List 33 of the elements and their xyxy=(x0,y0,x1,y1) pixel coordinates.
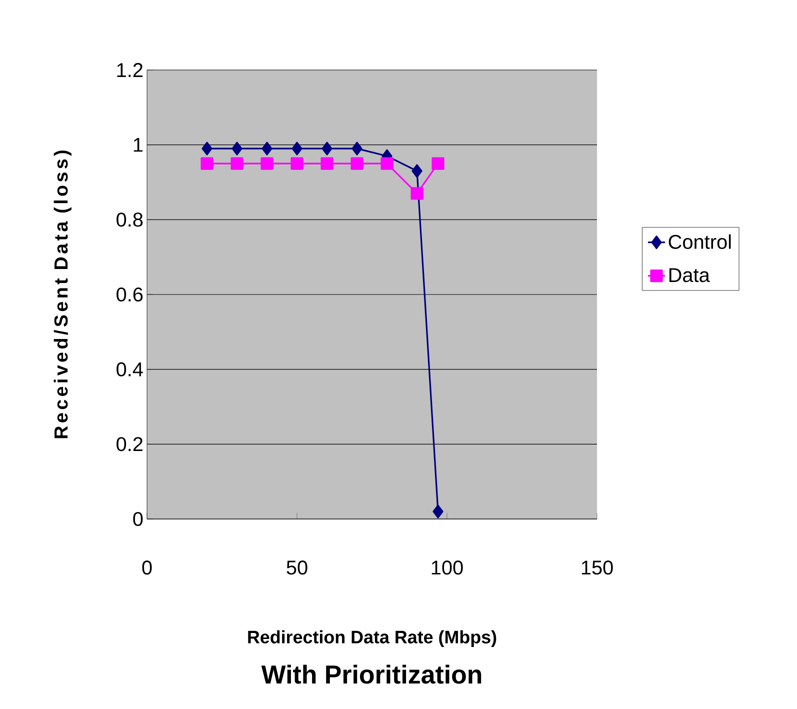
point xyxy=(410,187,424,200)
legend-label: Data xyxy=(669,268,710,282)
point xyxy=(380,157,394,170)
x-tick-label: 50 xyxy=(286,560,308,575)
y-tick-label: 0.4 xyxy=(116,362,143,376)
point xyxy=(320,157,334,170)
y-tick-label: 0.8 xyxy=(116,212,143,227)
y-tick-label: 0.6 xyxy=(116,287,143,302)
y-tick-label: 1 xyxy=(134,138,143,152)
point xyxy=(322,142,332,156)
point xyxy=(200,157,214,170)
point xyxy=(432,157,444,170)
y-axis-title: Received/Sent Data (loss) xyxy=(54,150,72,438)
x-tick-label: 100 xyxy=(432,560,463,575)
point xyxy=(290,157,304,170)
point xyxy=(432,504,444,518)
x-tick-label: 150 xyxy=(582,560,613,575)
point xyxy=(292,142,302,156)
point xyxy=(262,142,272,156)
x-axis-title: Redirection Data Rate (Mbps) xyxy=(248,630,496,647)
point xyxy=(232,142,242,156)
point xyxy=(230,157,244,170)
point xyxy=(260,157,274,170)
y-tick-label: 0.2 xyxy=(116,437,142,452)
x-tick-label: 0 xyxy=(142,560,152,575)
point xyxy=(352,142,362,156)
text: With Prioritization xyxy=(261,664,482,684)
point xyxy=(202,142,212,156)
legend-label: Control xyxy=(668,234,731,249)
y-tick-label: 1.2 xyxy=(117,63,142,77)
point xyxy=(350,157,364,170)
point xyxy=(412,164,422,178)
y-tick-label: 0 xyxy=(133,512,143,526)
